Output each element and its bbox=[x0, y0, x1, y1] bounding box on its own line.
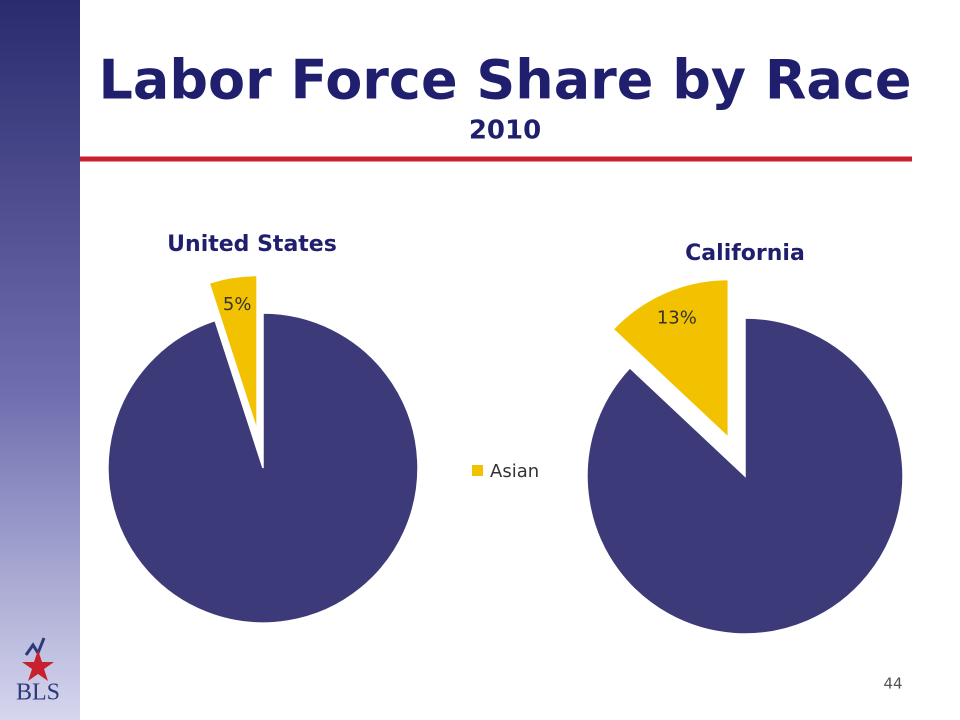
page-number: 44 bbox=[883, 675, 902, 693]
data-label: 5% bbox=[223, 294, 252, 315]
legend-label: Asian bbox=[490, 461, 539, 482]
pie-slice bbox=[208, 274, 258, 431]
pie-title: United States bbox=[167, 232, 337, 257]
sidebar bbox=[0, 0, 80, 720]
pie-slice bbox=[586, 317, 904, 635]
pie-slice bbox=[612, 278, 730, 440]
logo-text: BLS bbox=[16, 680, 60, 706]
pie-slice bbox=[107, 312, 419, 624]
slide-subtitle: 2010 bbox=[469, 116, 541, 146]
pie-title: California bbox=[685, 241, 805, 266]
data-label: 13% bbox=[657, 308, 697, 329]
slide-title: Labor Force Share by Race bbox=[98, 49, 911, 112]
logo: BLS bbox=[16, 637, 60, 706]
legend-swatch bbox=[472, 465, 483, 476]
